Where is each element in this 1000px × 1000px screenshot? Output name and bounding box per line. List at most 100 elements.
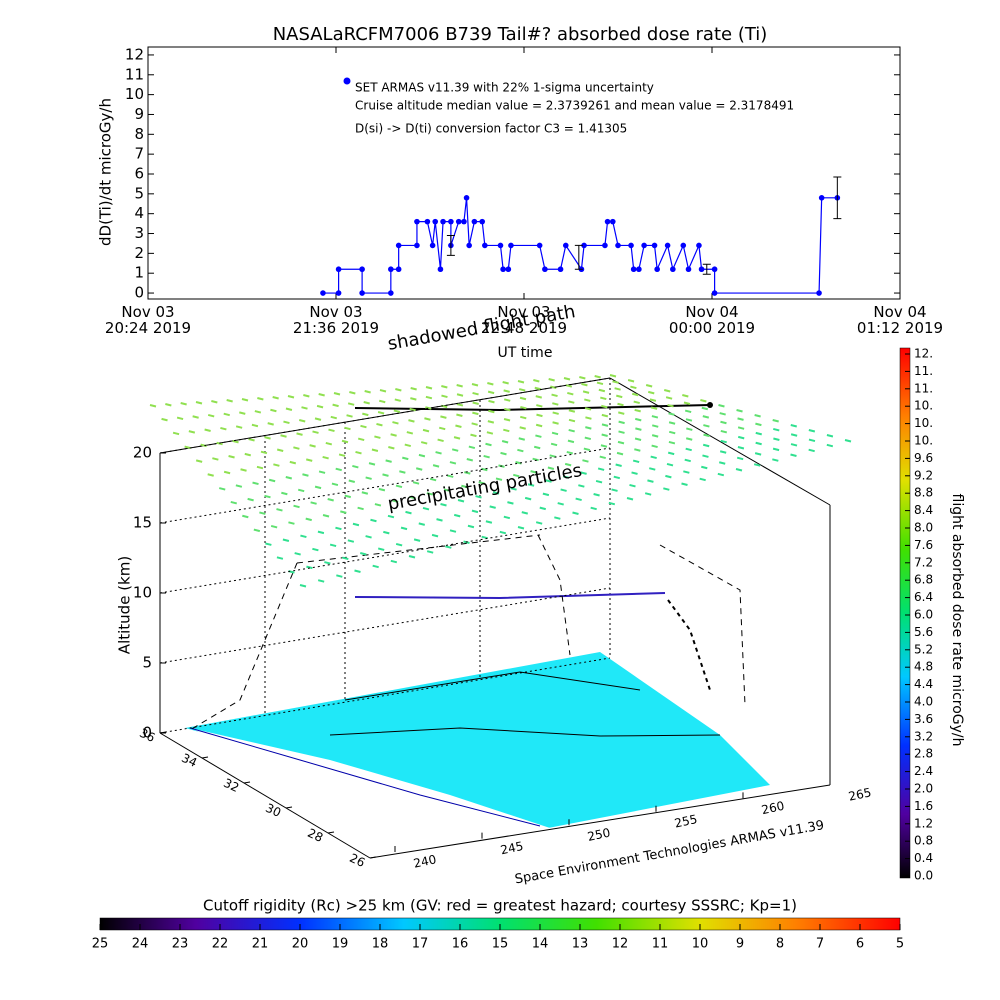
particle-dash: [627, 379, 635, 383]
y-tick: [243, 781, 251, 784]
particle-dash: [618, 411, 625, 415]
x-axis: [369, 784, 831, 859]
particle-dash: [548, 378, 555, 382]
colorbar-tick-label: 24: [132, 937, 149, 952]
data-point: [536, 242, 543, 249]
particle-dash: [395, 542, 403, 547]
particle-dash: [633, 400, 640, 405]
particle-dash: [390, 433, 397, 437]
data-point: [497, 242, 504, 249]
y-tick-label: 28: [305, 826, 325, 845]
particle-dash: [426, 492, 434, 496]
data-point: [818, 195, 825, 201]
data-point: [395, 242, 402, 249]
particle-dash: [595, 479, 603, 484]
particle-dash: [701, 465, 708, 470]
colorbar-tick-label: 16: [452, 937, 469, 952]
particle-dash: [302, 473, 309, 477]
particle-dash: [294, 552, 301, 556]
x-tick-label: 260: [760, 799, 785, 817]
particle-dash: [349, 391, 356, 395]
particle-dash: [362, 412, 369, 417]
colorbar-tick-label: 8: [776, 937, 784, 952]
particle-dash: [346, 414, 353, 418]
particle-dash: [566, 450, 574, 455]
particle-dash: [612, 380, 619, 384]
y-tick-label: 8: [134, 125, 144, 143]
particle-dash: [220, 426, 227, 431]
coastline: [190, 728, 550, 830]
particle-dash: [532, 457, 539, 462]
y-tick-label: 7: [134, 145, 144, 163]
particle-dash: [425, 395, 433, 400]
particle-dash: [387, 514, 395, 519]
particle-dash: [316, 404, 324, 409]
particle-dash: [335, 467, 342, 472]
data-point: [542, 266, 548, 273]
particle-dash: [195, 459, 203, 463]
particle-dash: [309, 444, 316, 448]
particle-dash: [297, 488, 305, 493]
particle-dash: [567, 439, 575, 444]
data-point: [505, 266, 512, 273]
particle-dash: [754, 452, 762, 456]
particle-dash: [481, 535, 488, 540]
data-point: [508, 242, 514, 249]
particle-dash: [441, 394, 448, 399]
particle-dash: [685, 418, 693, 422]
particle-dash: [520, 405, 527, 410]
grid-line: [159, 517, 611, 594]
y-tick-label: 30: [263, 801, 283, 820]
colorbar-tick-label: 11.: [914, 364, 933, 378]
grid-line: [159, 587, 611, 664]
particle-dash: [376, 422, 383, 427]
particle-dash: [165, 403, 172, 407]
particle-dash: [324, 561, 331, 565]
particle-dash: [456, 403, 464, 407]
z-tick-label: 5: [142, 654, 152, 672]
particle-dash: [492, 491, 500, 495]
scene-3d: shadowed flight path precipitating parti…: [116, 301, 852, 887]
data-point: [461, 218, 467, 225]
particle-dash: [420, 441, 428, 445]
data-point: [388, 290, 394, 296]
data-point: [609, 218, 616, 225]
x-tick-label: Nov 04 01:12 2019: [856, 303, 944, 337]
particle-dash: [408, 419, 415, 423]
data-point: [602, 242, 608, 249]
y-tick: [201, 756, 209, 759]
series-line: [322, 197, 838, 294]
particle-dash: [218, 487, 226, 491]
particle-dash: [310, 501, 317, 505]
particle-dash: [501, 440, 509, 444]
particle-dash: [390, 559, 398, 564]
particle-dash: [601, 413, 609, 418]
particle-dash: [502, 381, 509, 385]
particle-dash: [393, 409, 401, 413]
particle-dash: [314, 417, 322, 421]
colorbar-tick-label: 3.6: [914, 712, 933, 726]
y-tick-label: 11: [125, 65, 144, 83]
particle-dash: [565, 384, 573, 388]
particle-dash: [425, 406, 432, 410]
particle-dash: [521, 511, 529, 515]
particle-dash: [663, 389, 671, 393]
particle-dash: [550, 385, 557, 389]
particle-dash: [737, 446, 745, 450]
particle-dash: [288, 521, 295, 525]
particle-dash: [405, 510, 412, 515]
grid-line: [159, 657, 611, 734]
colorbar-tick-label: 2.0: [914, 782, 933, 796]
particle-dash: [259, 511, 266, 515]
particle-dash: [161, 417, 168, 422]
particle-dash: [545, 479, 552, 483]
particle-dash: [551, 393, 558, 398]
particle-dash: [418, 453, 426, 458]
particle-dash: [826, 434, 834, 438]
particle-dash: [737, 417, 744, 421]
particle-dash: [472, 401, 479, 405]
particle-dash: [668, 421, 676, 425]
particle-dash: [597, 467, 605, 471]
particle-dash: [438, 426, 446, 431]
particle-dash: [478, 481, 485, 485]
